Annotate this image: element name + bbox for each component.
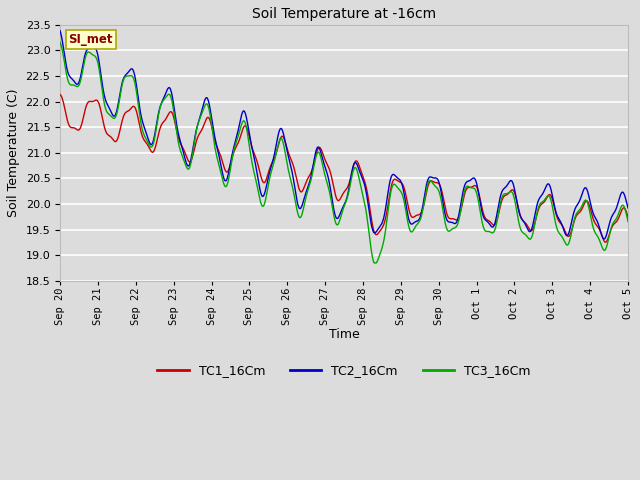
TC3_16Cm	[169, 101, 177, 107]
Text: SI_met: SI_met	[68, 33, 113, 46]
TC1_16Cm	[602, 240, 609, 245]
TC2_16Cm	[56, 28, 64, 34]
Title: Soil Temperature at -16cm: Soil Temperature at -16cm	[252, 7, 436, 21]
X-axis label: Time: Time	[329, 328, 360, 341]
TC3_16Cm	[246, 147, 254, 153]
TC2_16Cm	[433, 175, 440, 181]
TC1_16Cm	[624, 214, 632, 220]
TC2_16Cm	[246, 134, 254, 140]
TC1_16Cm	[246, 136, 254, 142]
TC3_16Cm	[56, 39, 64, 45]
TC3_16Cm	[624, 219, 632, 225]
TC3_16Cm	[182, 164, 190, 170]
TC2_16Cm	[557, 219, 564, 225]
TC1_16Cm	[182, 154, 190, 159]
TC2_16Cm	[182, 160, 190, 166]
TC2_16Cm	[507, 178, 515, 184]
TC2_16Cm	[169, 95, 177, 101]
TC1_16Cm	[507, 188, 515, 194]
TC1_16Cm	[56, 92, 64, 97]
TC3_16Cm	[433, 185, 440, 191]
TC2_16Cm	[600, 236, 608, 242]
TC2_16Cm	[624, 205, 632, 211]
TC1_16Cm	[557, 220, 564, 226]
TC3_16Cm	[557, 232, 564, 238]
Line: TC3_16Cm: TC3_16Cm	[60, 42, 628, 263]
Line: TC2_16Cm: TC2_16Cm	[60, 31, 628, 239]
TC1_16Cm	[433, 180, 440, 186]
TC3_16Cm	[507, 189, 515, 194]
Y-axis label: Soil Temperature (C): Soil Temperature (C)	[7, 89, 20, 217]
Line: TC1_16Cm: TC1_16Cm	[60, 95, 628, 242]
Legend: TC1_16Cm, TC2_16Cm, TC3_16Cm: TC1_16Cm, TC2_16Cm, TC3_16Cm	[152, 359, 536, 382]
TC1_16Cm	[169, 111, 177, 117]
TC3_16Cm	[371, 260, 378, 266]
